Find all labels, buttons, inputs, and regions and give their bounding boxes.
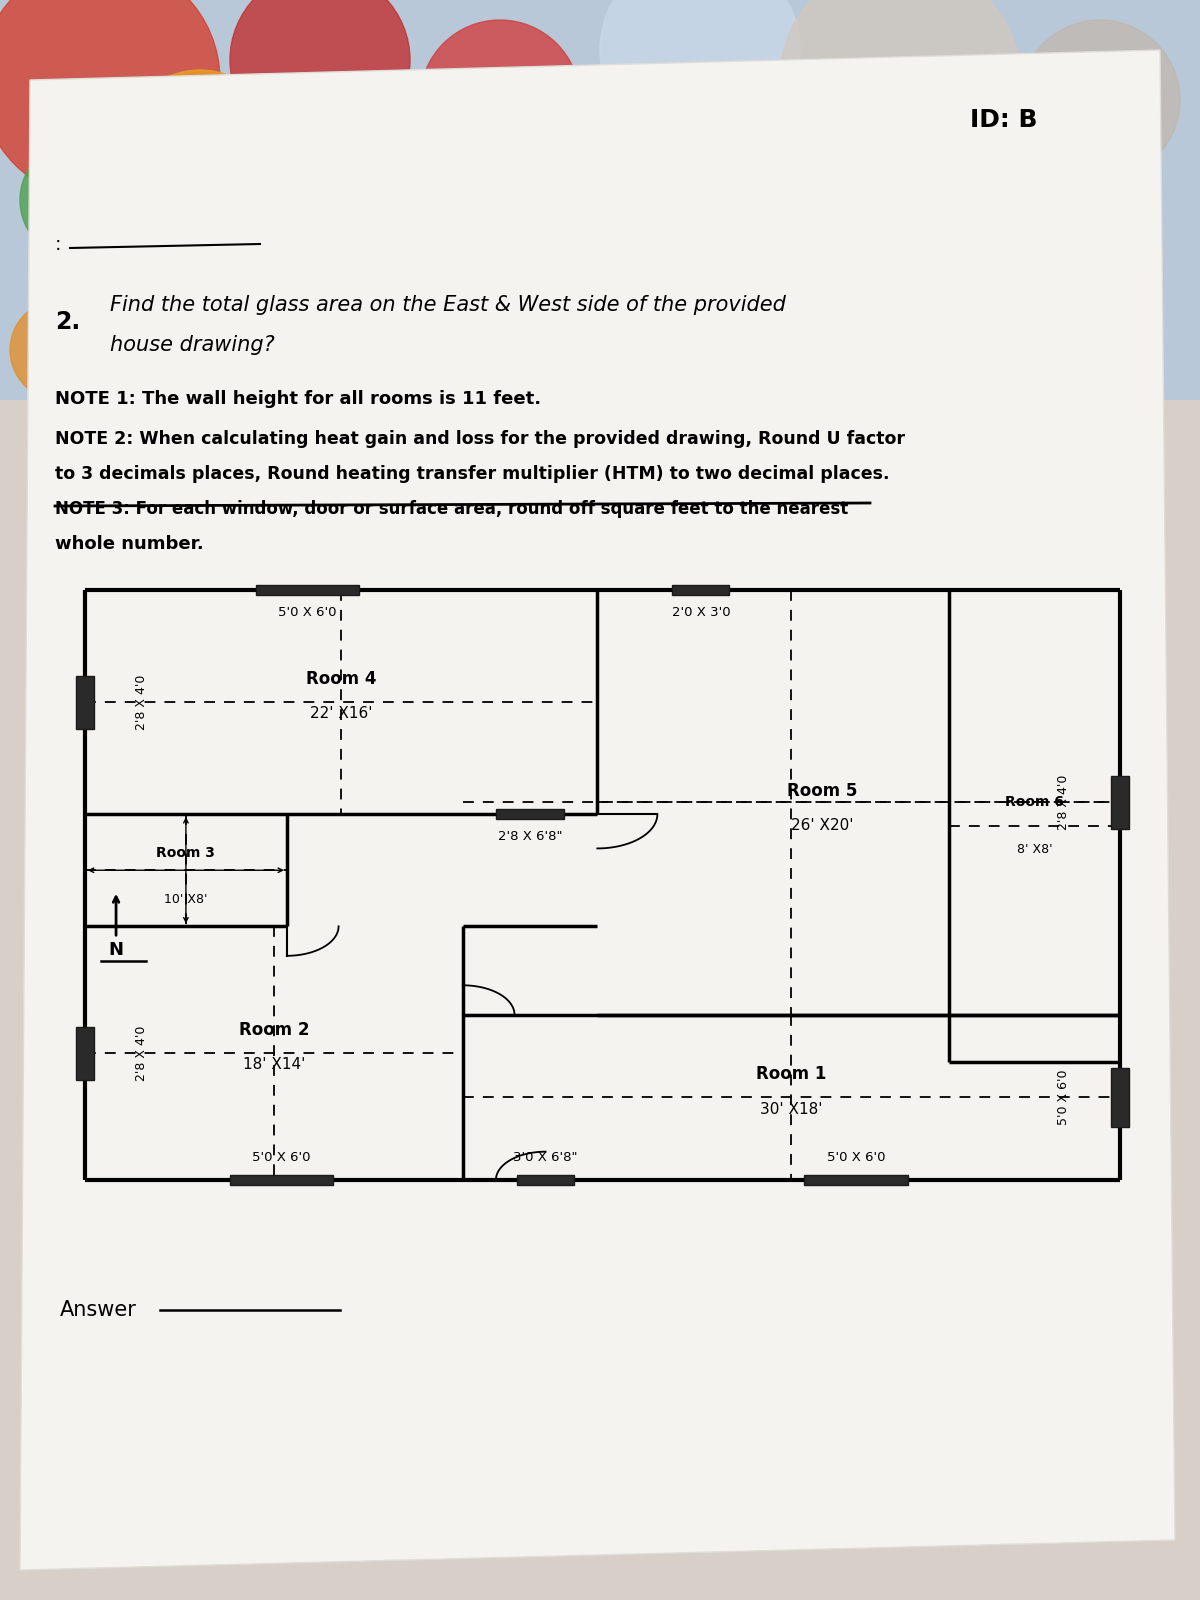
Circle shape <box>120 70 280 230</box>
Bar <box>76 1027 95 1080</box>
Text: Answer: Answer <box>60 1299 137 1320</box>
Text: 10' X8': 10' X8' <box>164 893 208 906</box>
Text: 3'0 X 6'8": 3'0 X 6'8" <box>514 1150 578 1165</box>
Text: 5'0 X 6'0: 5'0 X 6'0 <box>278 606 337 619</box>
Text: Room 6: Room 6 <box>1006 795 1064 810</box>
Circle shape <box>420 19 580 179</box>
Circle shape <box>0 0 220 200</box>
Bar <box>517 1176 574 1184</box>
Text: Room 3: Room 3 <box>156 845 215 859</box>
Text: 2'8 X 4'0: 2'8 X 4'0 <box>136 1026 149 1082</box>
Circle shape <box>1020 19 1180 179</box>
Text: 5'0 X 6'0: 5'0 X 6'0 <box>827 1150 886 1165</box>
Circle shape <box>10 301 110 400</box>
Text: to 3 decimals places, Round heating transfer multiplier (HTM) to two decimal pla: to 3 decimals places, Round heating tran… <box>55 466 889 483</box>
Text: Room 2: Room 2 <box>239 1021 310 1038</box>
Text: house drawing?: house drawing? <box>110 334 275 355</box>
Text: Room 4: Room 4 <box>306 669 377 688</box>
Bar <box>1111 1067 1129 1126</box>
Text: 2'8 X 4'0: 2'8 X 4'0 <box>136 675 149 730</box>
Text: 26' X20': 26' X20' <box>791 819 853 834</box>
Text: NOTE 2: When calculating heat gain and loss for the provided drawing, Round U fa: NOTE 2: When calculating heat gain and l… <box>55 430 905 448</box>
Text: :: : <box>55 235 61 254</box>
Text: 18' X14': 18' X14' <box>242 1058 305 1072</box>
Text: 2'0 X 3'0: 2'0 X 3'0 <box>672 606 730 619</box>
Polygon shape <box>20 50 1175 1570</box>
Bar <box>256 586 359 595</box>
Bar <box>0 0 1200 480</box>
Bar <box>1111 776 1129 829</box>
Text: 30' X18': 30' X18' <box>760 1102 823 1117</box>
Text: 8' X8': 8' X8' <box>1016 843 1052 856</box>
Circle shape <box>340 120 460 240</box>
Bar <box>497 810 564 819</box>
Text: 22' X16': 22' X16' <box>310 707 372 722</box>
Text: NOTE 1: The wall height for all rooms is 11 feet.: NOTE 1: The wall height for all rooms is… <box>55 390 541 408</box>
Bar <box>76 675 95 728</box>
Text: whole number.: whole number. <box>55 534 204 554</box>
Circle shape <box>870 219 1030 379</box>
Circle shape <box>990 141 1110 259</box>
Text: 2'8 X 6'8": 2'8 X 6'8" <box>498 830 563 843</box>
Text: 5'0 X 6'0: 5'0 X 6'0 <box>252 1150 311 1165</box>
Circle shape <box>60 310 240 490</box>
Text: N: N <box>108 941 124 958</box>
Text: Find the total glass area on the East & West side of the provided: Find the total glass area on the East & … <box>110 294 786 315</box>
Circle shape <box>230 0 410 150</box>
Circle shape <box>20 141 140 259</box>
Circle shape <box>600 0 800 150</box>
Circle shape <box>110 230 250 370</box>
Text: 2.: 2. <box>55 310 80 334</box>
Bar <box>230 1176 334 1184</box>
Text: Room 1: Room 1 <box>756 1066 827 1083</box>
Bar <box>804 1176 908 1184</box>
Text: Room 5: Room 5 <box>787 782 858 800</box>
Bar <box>0 400 1200 1600</box>
Text: NOTE 3: For each window, door or surface area, round off square feet to the near: NOTE 3: For each window, door or surface… <box>55 499 848 518</box>
Text: 5'0 X 6'0: 5'0 X 6'0 <box>1056 1070 1069 1125</box>
Bar <box>672 586 730 595</box>
Circle shape <box>780 0 1020 200</box>
Text: 2'8 X 4'0: 2'8 X 4'0 <box>1056 774 1069 830</box>
Text: ID: B: ID: B <box>970 109 1038 133</box>
